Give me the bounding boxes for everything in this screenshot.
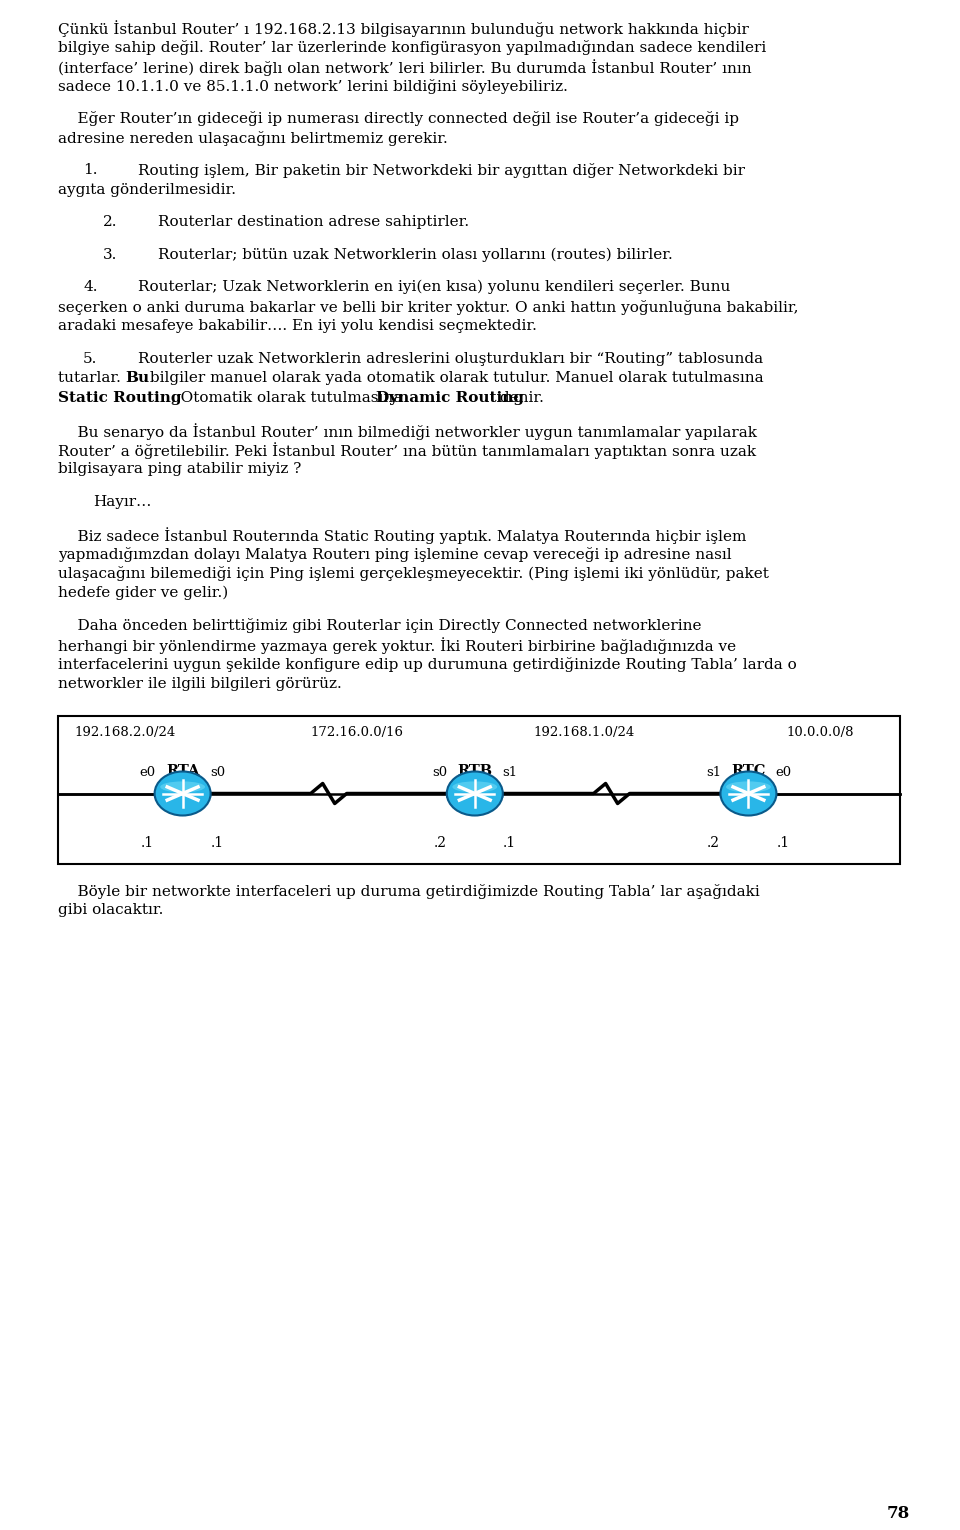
Text: 78: 78 — [887, 1506, 910, 1522]
Text: Routing işlem, Bir paketin bir Networkdeki bir aygıttan diğer Networkdeki bir: Routing işlem, Bir paketin bir Networkde… — [138, 164, 745, 177]
Text: bilgiye sahip değil. Router’ lar üzerlerinde konfigürasyon yapılmadığından sadec: bilgiye sahip değil. Router’ lar üzerler… — [58, 40, 766, 55]
Text: denir.: denir. — [495, 390, 544, 404]
Text: ulaşacağını bilemediği için Ping işlemi gerçekleşmeyecektir. (Ping işlemi iki yö: ulaşacağını bilemediği için Ping işlemi … — [58, 566, 769, 581]
Text: adresine nereden ulaşacağını belirtmemiz gerekir.: adresine nereden ulaşacağını belirtmemiz… — [58, 130, 447, 145]
Text: 1.: 1. — [83, 164, 98, 177]
Ellipse shape — [726, 782, 771, 793]
Ellipse shape — [160, 782, 205, 793]
Text: .2: .2 — [433, 835, 446, 849]
Text: bilgisayara ping atabilir miyiz ?: bilgisayara ping atabilir miyiz ? — [58, 462, 301, 476]
Ellipse shape — [446, 771, 503, 815]
Text: Bu: Bu — [125, 370, 149, 386]
Text: 192.168.1.0/24: 192.168.1.0/24 — [534, 725, 635, 739]
Text: networkler ile ilgili bilgileri görürüz.: networkler ile ilgili bilgileri görürüz. — [58, 676, 342, 690]
Text: RTA: RTA — [166, 763, 200, 777]
Ellipse shape — [446, 793, 503, 802]
Text: yapmadığımzdan dolayı Malatya Routerı ping işlemine cevap vereceği ip adresine n: yapmadığımzdan dolayı Malatya Routerı pi… — [58, 546, 732, 562]
Text: .1: .1 — [211, 835, 225, 849]
Text: 3.: 3. — [103, 248, 117, 262]
Text: 192.168.2.0/24: 192.168.2.0/24 — [75, 725, 176, 739]
Text: aygıta gönderilmesidir.: aygıta gönderilmesidir. — [58, 182, 236, 196]
Text: , Otomatik olarak tutulmasına: , Otomatik olarak tutulmasına — [166, 390, 407, 404]
Text: interfacelerini uygun şekilde konfigure edip up durumuna getirdiğinizde Routing : interfacelerini uygun şekilde konfigure … — [58, 656, 797, 672]
Text: Routerler uzak Networklerin adreslerini oluşturdukları bir “Routing” tablosunda: Routerler uzak Networklerin adreslerini … — [138, 352, 763, 366]
Text: Router’ a öğretilebilir. Peki İstanbul Router’ ına bütün tanımlamaları yaptıktan: Router’ a öğretilebilir. Peki İstanbul R… — [58, 442, 756, 459]
Text: s0: s0 — [210, 765, 226, 779]
Text: 10.0.0.0/8: 10.0.0.0/8 — [786, 725, 853, 739]
Ellipse shape — [720, 793, 777, 802]
Text: Routerlar; bütün uzak Networklerin olası yollarını (routes) bilirler.: Routerlar; bütün uzak Networklerin olası… — [158, 248, 673, 262]
Text: Routerlar; Uzak Networklerin en iyi(en kısa) yolunu kendileri seçerler. Bunu: Routerlar; Uzak Networklerin en iyi(en k… — [138, 280, 731, 294]
Text: s0: s0 — [432, 765, 447, 779]
Text: e0: e0 — [139, 765, 156, 779]
Ellipse shape — [452, 782, 497, 793]
Text: Çünkü İstanbul Router’ ı 192.168.2.13 bilgisayarının bulunduğu network hakkında : Çünkü İstanbul Router’ ı 192.168.2.13 bi… — [58, 20, 749, 37]
Text: gibi olacaktır.: gibi olacaktır. — [58, 903, 163, 916]
Text: .1: .1 — [777, 835, 790, 849]
Text: Static Routing: Static Routing — [58, 390, 181, 404]
Text: seçerken o anki duruma bakarlar ve belli bir kriter yoktur. O anki hattın yoğunl: seçerken o anki duruma bakarlar ve belli… — [58, 300, 799, 315]
Bar — [58, 716, 900, 863]
Text: bilgiler manuel olarak yada otomatik olarak tutulur. Manuel olarak tutulmasına: bilgiler manuel olarak yada otomatik ola… — [145, 370, 763, 386]
Text: tutarlar.: tutarlar. — [58, 370, 126, 386]
Text: Dynamic Routing: Dynamic Routing — [376, 390, 524, 404]
Text: 2.: 2. — [103, 216, 117, 230]
Text: sadece 10.1.1.0 ve 85.1.1.0 network’ lerini bildiğini söyleyebiliriz.: sadece 10.1.1.0 ve 85.1.1.0 network’ ler… — [58, 78, 568, 93]
Text: 5.: 5. — [83, 352, 97, 366]
Text: (interface’ lerine) direk bağlı olan network’ leri bilirler. Bu durumda İstanbul: (interface’ lerine) direk bağlı olan net… — [58, 60, 752, 76]
Text: Eğer Router’ın gideceği ip numerası directly connected değil ise Router’a gidece: Eğer Router’ın gideceği ip numerası dire… — [58, 112, 739, 125]
Text: RTB: RTB — [457, 763, 492, 777]
Ellipse shape — [720, 771, 777, 815]
Text: herhangi bir yönlendirme yazmaya gerek yoktur. İki Routeri birbirine bağladığını: herhangi bir yönlendirme yazmaya gerek y… — [58, 638, 736, 655]
Text: .1: .1 — [503, 835, 516, 849]
Ellipse shape — [155, 793, 210, 802]
Ellipse shape — [155, 771, 210, 815]
Text: .2: .2 — [707, 835, 720, 849]
Text: .1: .1 — [141, 835, 155, 849]
Text: 4.: 4. — [83, 280, 98, 294]
Text: RTC: RTC — [732, 763, 766, 777]
Text: Daha önceden belirttiğimiz gibi Routerlar için Directly Connected networklerine: Daha önceden belirttiğimiz gibi Routerla… — [58, 618, 702, 633]
Text: hedefe gider ve gelir.): hedefe gider ve gelir.) — [58, 586, 228, 600]
Text: Hayır…: Hayır… — [93, 494, 152, 508]
Text: Bu senaryo da İstanbul Router’ ının bilmediği networkler uygun tanımlamalar yapı: Bu senaryo da İstanbul Router’ ının bilm… — [58, 422, 757, 439]
Text: s1: s1 — [706, 765, 721, 779]
Text: Biz sadece İstanbul Routerında Static Routing yaptık. Malatya Routerında hiçbir : Biz sadece İstanbul Routerında Static Ro… — [58, 526, 746, 543]
Text: Routerlar destination adrese sahiptirler.: Routerlar destination adrese sahiptirler… — [158, 216, 469, 230]
Text: e0: e0 — [776, 765, 791, 779]
Text: aradaki mesafeye bakabilir…. En iyi yolu kendisi seçmektedir.: aradaki mesafeye bakabilir…. En iyi yolu… — [58, 318, 537, 334]
Text: Böyle bir networkte interfaceleri up duruma getirdiğimizde Routing Tabla’ lar aş: Böyle bir networkte interfaceleri up dur… — [58, 883, 759, 898]
Text: s1: s1 — [502, 765, 517, 779]
Text: 172.16.0.0/16: 172.16.0.0/16 — [310, 725, 403, 739]
